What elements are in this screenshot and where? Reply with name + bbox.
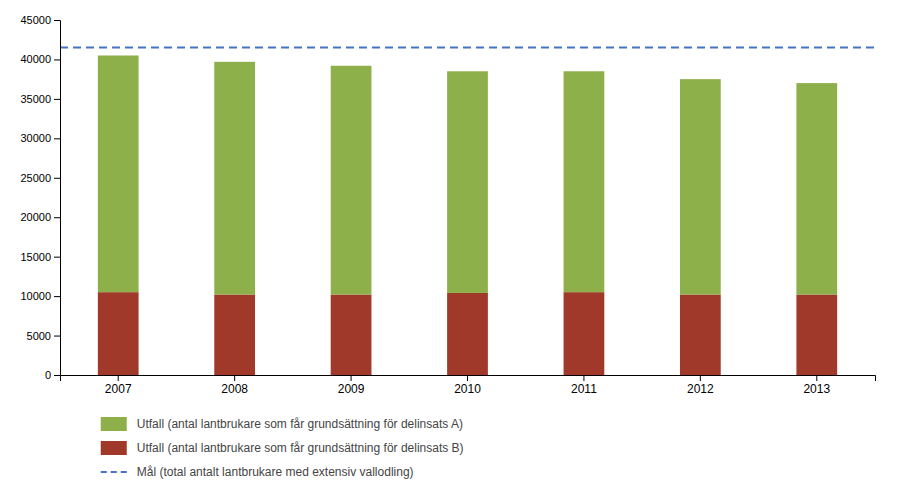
bar: [796, 295, 837, 375]
legend-swatch: [101, 471, 127, 473]
legend: Utfall (antal lantbrukare som får grunds…: [101, 417, 464, 479]
tick-mark: [54, 217, 60, 218]
tick-label: 2010: [454, 382, 481, 396]
tick: 30000: [20, 132, 60, 144]
tick-label: 2011: [571, 382, 597, 396]
tick: 5000: [27, 330, 60, 342]
tick: 2010: [454, 375, 481, 396]
bar: [98, 292, 139, 375]
tick-label: 5000: [27, 330, 51, 342]
bar: [564, 71, 605, 292]
bar: [214, 295, 255, 375]
tick: 2013: [803, 375, 830, 396]
tick-label: 2007: [105, 382, 132, 396]
tick-mark: [583, 375, 584, 381]
tick-mark: [54, 138, 60, 139]
tick-label: 30000: [20, 132, 51, 144]
legend-item: Utfall (antal lantbrukare som får grunds…: [101, 441, 464, 455]
plot: 0 5000 10000 15000 20000 25000 30000 35000 40000…: [20, 14, 875, 396]
tick-mark: [700, 375, 701, 381]
bar: [331, 295, 372, 375]
legend-swatch: [101, 441, 127, 455]
tick: 15000: [20, 251, 60, 263]
axis-line: [54, 21, 61, 376]
bar: [564, 292, 605, 375]
tick-mark: [54, 336, 60, 337]
tick-mark: [54, 99, 60, 100]
tick-label: 45000: [20, 14, 51, 26]
tick-mark: [54, 20, 60, 21]
tick-mark: [54, 257, 60, 258]
tick: 35000: [20, 93, 60, 105]
marks: [60, 48, 875, 375]
tick: 2008: [221, 375, 248, 396]
y-axis: 0 5000 10000 15000 20000 25000 30000 35000 40000…: [20, 14, 60, 381]
bar: [331, 66, 372, 295]
tick: 45000: [20, 14, 60, 26]
tick-label: 2009: [338, 382, 365, 396]
tick-mark: [118, 375, 119, 381]
chart: 0 5000 10000 15000 20000 25000 30000 35000 40000…: [0, 0, 900, 497]
bar: [680, 79, 721, 294]
legend-swatch: [101, 417, 127, 431]
tick: 20000: [20, 211, 60, 223]
tick: 2009: [338, 375, 365, 396]
tick-mark: [234, 375, 235, 381]
tick-label: 25000: [20, 172, 51, 184]
bar-series: [98, 292, 837, 375]
tick: 10000: [20, 290, 60, 302]
tick: 40000: [20, 53, 60, 65]
tick: 25000: [20, 172, 60, 184]
bar: [680, 295, 721, 375]
legend-item: Utfall (antal lantbrukare som får grunds…: [101, 417, 463, 431]
tick: 2012: [687, 375, 714, 396]
reference-line: [60, 47, 875, 49]
legend-label: Utfall (antal lantbrukare som får grunds…: [137, 441, 464, 455]
tick-label: 2008: [221, 382, 248, 396]
tick-label: 2013: [803, 382, 830, 396]
tick-mark: [54, 59, 60, 60]
legend-label: Mål (total antalt lantbrukare med extens…: [137, 465, 414, 479]
tick: 2011: [571, 375, 597, 396]
tick-label: 2012: [687, 382, 714, 396]
tick-mark: [351, 375, 352, 381]
tick-mark: [54, 375, 60, 376]
tick-mark: [467, 375, 468, 381]
bar: [447, 71, 488, 293]
axis-line: [61, 376, 876, 382]
tick-label: 35000: [20, 93, 51, 105]
tick-label: 15000: [20, 251, 51, 263]
tick-label: 10000: [20, 290, 51, 302]
tick: 0: [45, 369, 60, 381]
legend-label: Utfall (antal lantbrukare som får grunds…: [137, 417, 463, 431]
bar: [214, 62, 255, 295]
tick-mark: [54, 178, 60, 179]
legend-item: Mål (total antalt lantbrukare med extens…: [101, 465, 414, 479]
tick-label: 40000: [20, 53, 51, 65]
x-axis: 2007 2008 2009 2010 2011 2012 2013: [61, 375, 876, 396]
bar-series: [98, 56, 837, 295]
bar: [796, 83, 837, 294]
bar: [447, 293, 488, 375]
tick-label: 20000: [20, 211, 51, 223]
tick-mark: [816, 375, 817, 381]
tick-mark: [54, 296, 60, 297]
bar: [98, 56, 139, 293]
tick: 2007: [105, 375, 132, 396]
tick-label: 0: [45, 369, 51, 381]
